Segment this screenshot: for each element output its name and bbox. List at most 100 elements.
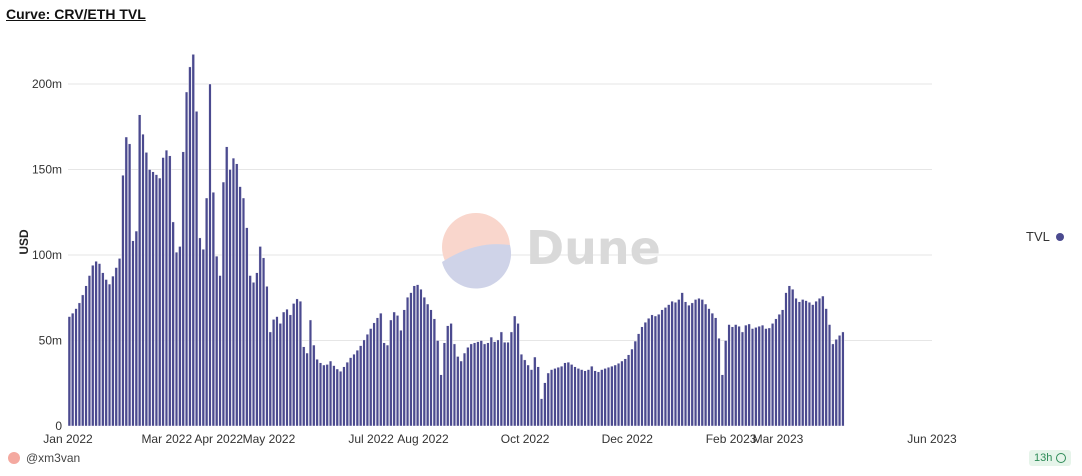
legend-dot-icon: [1055, 232, 1064, 241]
tvl-bar: [724, 340, 728, 427]
tvl-bar: [74, 308, 78, 427]
tvl-bar: [379, 312, 383, 427]
tvl-bar: [308, 319, 312, 427]
tvl-bar: [834, 339, 838, 427]
y-tick-label: 50m: [39, 334, 62, 348]
tvl-bar: [529, 369, 534, 427]
tvl-bar: [231, 157, 235, 427]
tvl-bar: [111, 275, 115, 427]
tvl-bar: [198, 237, 202, 427]
tvl-bar: [761, 324, 765, 427]
dune-watermark: Dune: [442, 213, 661, 289]
tvl-bar: [272, 319, 276, 427]
tvl-bar: [318, 362, 323, 427]
tvl-bar: [181, 151, 185, 427]
tvl-bar: [533, 356, 537, 427]
tvl-bar: [801, 299, 805, 427]
tvl-bar: [298, 300, 302, 427]
tvl-bar: [791, 289, 795, 427]
tvl-bar: [345, 361, 349, 427]
tvl-bar: [566, 361, 570, 427]
tvl-bar: [814, 300, 818, 427]
tvl-bar: [777, 314, 781, 427]
tvl-bar: [419, 289, 423, 427]
tvl-bar: [128, 143, 132, 427]
tvl-bar: [395, 315, 400, 427]
y-axis-title: USD: [17, 229, 31, 255]
tvl-bar: [576, 368, 580, 427]
tvl-bar: [449, 323, 453, 427]
tvl-bar: [747, 323, 751, 427]
tvl-bar: [617, 363, 621, 427]
tvl-bar: [292, 303, 296, 427]
tvl-bar: [416, 284, 420, 427]
tvl-bar: [821, 295, 825, 427]
x-tick-label: Aug 2022: [397, 432, 449, 446]
tvl-bar: [580, 369, 584, 427]
tvl-bar: [278, 323, 282, 427]
tvl-bar: [784, 292, 788, 427]
tvl-bar: [707, 308, 711, 427]
tvl-bar: [201, 249, 205, 427]
tvl-bar: [436, 340, 440, 427]
tvl-bar: [496, 339, 500, 427]
x-tick-label: Jul 2022: [348, 432, 394, 446]
tvl-bar: [627, 354, 631, 427]
tvl-bar: [717, 338, 721, 427]
tvl-bar: [797, 301, 801, 427]
tvl-bar: [164, 149, 168, 427]
tvl-bar: [101, 272, 105, 427]
x-tick-label: Apr 2022: [194, 432, 243, 446]
tvl-bar: [804, 300, 808, 427]
tvl-bar: [737, 326, 741, 427]
tvl-bar: [392, 311, 396, 427]
tvl-bar: [352, 353, 356, 427]
tvl-bar: [369, 328, 373, 427]
y-tick-label: 100m: [32, 248, 62, 262]
tvl-bar: [787, 285, 791, 427]
author-link[interactable]: @xm3van: [8, 451, 80, 465]
avatar: [8, 452, 20, 464]
tvl-bar: [690, 302, 694, 427]
tvl-bar: [251, 282, 256, 427]
tvl-bar: [841, 331, 845, 427]
tvl-bar: [586, 369, 590, 427]
tvl-bar: [71, 312, 75, 427]
tvl-bar: [553, 368, 557, 427]
tvl-bar: [539, 398, 544, 427]
tvl-bar: [151, 171, 155, 427]
tvl-bar: [486, 342, 490, 427]
chart-title[interactable]: Curve: CRV/ETH TVL: [6, 6, 146, 22]
tvl-bar: [262, 257, 266, 427]
tvl-bar: [483, 343, 487, 427]
tvl-bar: [623, 358, 627, 427]
tvl-bar: [774, 318, 778, 427]
tvl-bar: [499, 331, 503, 427]
tvl-bar: [757, 326, 761, 427]
tvl-bar: [560, 365, 564, 427]
tvl-bar: [563, 362, 567, 427]
tvl-bar: [97, 263, 102, 427]
tvl-bar: [225, 146, 229, 427]
tvl-bar: [767, 327, 771, 427]
tvl-bar: [620, 360, 624, 427]
tvl-bar: [288, 314, 292, 427]
tvl-bar: [727, 324, 731, 427]
y-axis-ticks: 0 50m 100m 150m 200m: [32, 77, 62, 433]
tvl-bar: [730, 326, 734, 427]
tvl-bar: [546, 372, 550, 427]
tvl-bar: [282, 311, 286, 427]
legend[interactable]: TVL: [1026, 229, 1064, 244]
tvl-bar: [670, 300, 674, 427]
tvl-bar: [506, 342, 510, 427]
tvl-bar: [650, 314, 654, 427]
tvl-bar: [185, 91, 189, 427]
tvl-bar: [339, 371, 343, 427]
x-tick-label: Dec 2022: [602, 432, 654, 446]
tvl-bar: [174, 251, 179, 427]
x-tick-label: Jun 2023: [907, 432, 957, 446]
tvl-bar: [144, 152, 148, 427]
bar-series-tvl: [67, 54, 845, 427]
tvl-bar: [265, 286, 269, 427]
